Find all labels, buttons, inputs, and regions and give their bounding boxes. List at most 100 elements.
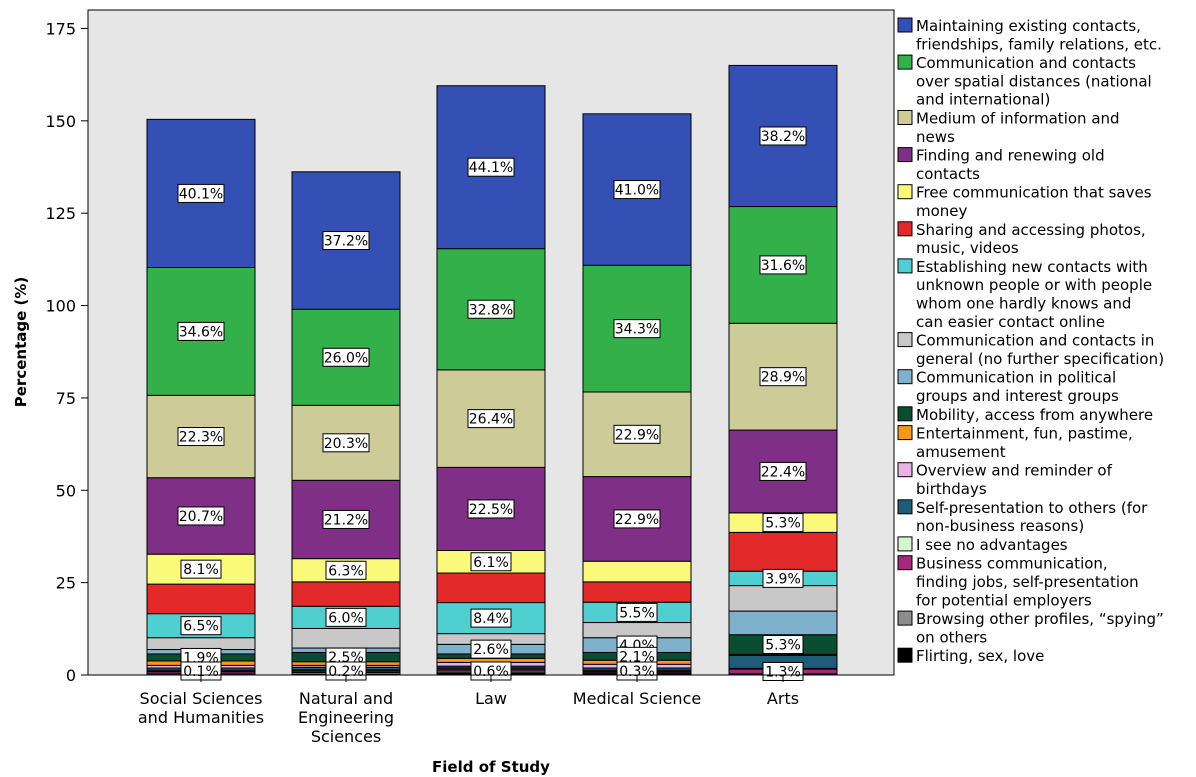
legend-label: contacts <box>916 165 980 183</box>
data-label: 20.7% <box>177 506 225 526</box>
data-label-box <box>616 602 658 622</box>
legend-label: can easier contact online <box>916 313 1105 331</box>
data-label-text: 21.2% <box>324 512 368 528</box>
data-label-box <box>322 347 370 367</box>
legend-label: friendships, family relations, etc. <box>916 35 1162 53</box>
legend-swatch <box>897 17 913 33</box>
data-label: 38.2% <box>759 126 807 146</box>
data-label-text: 34.6% <box>179 324 223 340</box>
legend-item: Flirting, sex, love <box>897 647 1044 665</box>
data-label-box <box>467 299 515 319</box>
data-label: 44.1% <box>467 157 515 177</box>
data-label-text: 6.5% <box>183 619 219 635</box>
bar-segment <box>582 560 692 583</box>
data-label: 26.0% <box>322 347 370 367</box>
legend-label: money <box>916 202 968 220</box>
data-label: 22.5% <box>467 499 515 519</box>
legend-label: and international) <box>916 91 1050 109</box>
data-label-box <box>759 367 807 387</box>
bar-segment <box>728 531 838 572</box>
legend-label: Free communication that saves <box>916 184 1152 202</box>
legend-swatch <box>897 555 913 571</box>
legend-label: for potential employers <box>916 591 1092 609</box>
x-tick-label: Medical Science <box>573 689 701 708</box>
data-label-text: 28.9% <box>761 370 805 386</box>
data-label: 8.4% <box>470 608 512 628</box>
legend-label: birthdays <box>916 480 987 498</box>
data-label-box <box>467 157 515 177</box>
data-label: 40.1% <box>177 183 225 203</box>
data-label-text: 20.3% <box>324 436 368 452</box>
data-label-text: 32.8% <box>469 302 513 318</box>
data-label: 5.3% <box>762 635 804 655</box>
data-label-text: 22.4% <box>761 464 805 480</box>
legend-swatch <box>897 332 913 348</box>
y-tick-label: 75 <box>56 389 76 408</box>
data-label-text: 3.9% <box>765 571 801 587</box>
data-label: 34.3% <box>613 319 661 339</box>
legend-label: Medium of information and <box>916 110 1120 128</box>
bar-segment <box>728 585 838 612</box>
data-label-box <box>180 559 222 579</box>
legend-label: whom one hardly knows and <box>916 295 1131 313</box>
data-label: 21.2% <box>322 509 370 529</box>
legend-label: Entertainment, fun, pastime, <box>916 425 1133 443</box>
data-label-text: 0.2% <box>328 664 364 680</box>
legend-label: amusement <box>916 443 1006 461</box>
data-label-text: 8.4% <box>473 611 509 627</box>
legend-label: Mobility, access from anywhere <box>916 406 1153 424</box>
data-label-text: 22.9% <box>615 427 659 443</box>
data-label-box <box>613 424 661 444</box>
x-tick-label: Social Sciences <box>140 689 263 708</box>
data-label-text: 37.2% <box>324 234 368 250</box>
y-tick-label: 150 <box>45 112 76 131</box>
legend-swatch <box>897 221 913 237</box>
data-label-text: 31.6% <box>761 258 805 274</box>
data-label-box <box>467 499 515 519</box>
legend-label: Communication in political <box>916 369 1116 387</box>
legend-swatch <box>897 462 913 478</box>
data-label-box <box>177 321 225 341</box>
legend-swatch <box>897 406 913 422</box>
data-label-text: 5.5% <box>619 605 655 621</box>
legend-swatch <box>897 425 913 441</box>
legend-label: general (no further specification) <box>916 350 1164 368</box>
legend-label: non-business reasons) <box>916 517 1084 535</box>
data-label-text: 38.2% <box>761 129 805 145</box>
data-label-box <box>762 568 804 588</box>
legend-label: Self-presentation to others (for <box>916 499 1148 517</box>
legend-item: Browsing other profiles, “spying”on othe… <box>897 610 1164 646</box>
bar-segment <box>291 627 401 649</box>
x-tick-label: Arts <box>767 689 799 708</box>
data-label: 22.9% <box>613 509 661 529</box>
data-label: 22.3% <box>177 427 225 447</box>
legend-swatch <box>897 499 913 515</box>
data-label-box <box>470 608 512 628</box>
legend-label: Finding and renewing old <box>916 147 1105 165</box>
data-label-text: 22.3% <box>179 430 223 446</box>
data-label-box <box>762 635 804 655</box>
data-label-text: 6.1% <box>473 555 509 571</box>
y-tick-label: 0 <box>66 666 76 685</box>
y-axis: 0 25 50 75 100 125 150 175 <box>45 10 89 685</box>
legend-label: Flirting, sex, love <box>916 647 1044 665</box>
x-tick-label: Law <box>475 689 507 708</box>
y-tick-label: 125 <box>45 204 76 223</box>
data-label-text: 34.3% <box>615 322 659 338</box>
data-label-box <box>613 319 661 339</box>
data-label-box <box>177 506 225 526</box>
legend-swatch <box>897 258 913 274</box>
data-label: 22.9% <box>613 424 661 444</box>
legend-label: on others <box>916 628 987 646</box>
data-label: 5.5% <box>616 602 658 622</box>
x-tick-label: Sciences <box>311 727 381 746</box>
legend-label: Communication and contacts <box>916 54 1136 72</box>
data-label: 31.6% <box>759 255 807 275</box>
legend-label: news <box>916 128 955 146</box>
